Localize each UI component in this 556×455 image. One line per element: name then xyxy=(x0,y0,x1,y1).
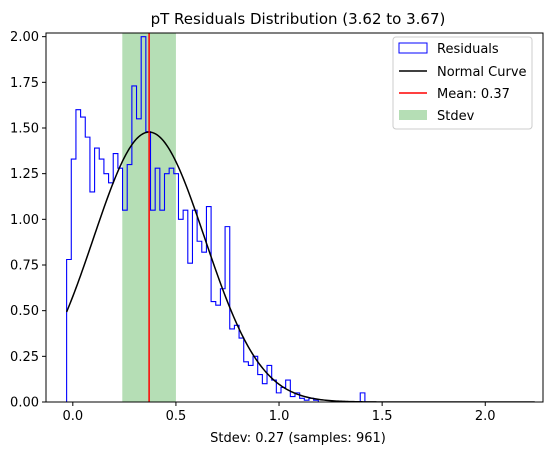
plot-clipped xyxy=(65,33,543,402)
histogram-residuals xyxy=(66,36,543,402)
axes-frame xyxy=(45,32,544,403)
x-axis-label: Stdev: 0.27 (samples: 961) xyxy=(210,431,386,446)
y-tick-label: 1.75 xyxy=(10,76,39,91)
x-tick-label: 1.0 xyxy=(269,409,290,424)
legend-swatch-stdev xyxy=(399,110,427,120)
legend: Residuals Normal Curve Mean: 0.37 Stdev xyxy=(392,36,533,130)
legend-label-mean: Mean: 0.37 xyxy=(437,87,510,102)
y-tick-label: 0.25 xyxy=(10,350,39,365)
x-tick-label: 2.0 xyxy=(475,409,496,424)
y-tick-label: 0.00 xyxy=(10,396,39,411)
x-tick-label: 0.5 xyxy=(166,409,187,424)
plot-area xyxy=(65,33,543,402)
legend-label-normal-curve: Normal Curve xyxy=(437,65,527,80)
y-tick-label: 1.50 xyxy=(10,121,39,136)
y-tick-label: 0.75 xyxy=(10,258,39,273)
normal-curve xyxy=(65,131,535,402)
chart-title: pT Residuals Distribution (3.62 to 3.67) xyxy=(151,10,446,28)
legend-frame xyxy=(392,36,533,130)
y-tick-label: 0.50 xyxy=(10,304,39,319)
x-tick-label: 1.5 xyxy=(372,409,393,424)
legend-label-stdev: Stdev xyxy=(437,109,475,124)
y-tick-label: 1.25 xyxy=(10,167,39,182)
y-tick-label: 1.00 xyxy=(10,213,39,228)
legend-label-residuals: Residuals xyxy=(437,42,499,57)
axes: 0.0 0.5 1.0 1.5 2.0 0.00 0.25 0.50 0.75 1.00 1.25 1… xyxy=(10,30,544,424)
legend-swatch-residuals xyxy=(398,42,428,54)
y-tick-label: 2.00 xyxy=(10,30,39,45)
x-tick-label: 0.0 xyxy=(62,409,83,424)
